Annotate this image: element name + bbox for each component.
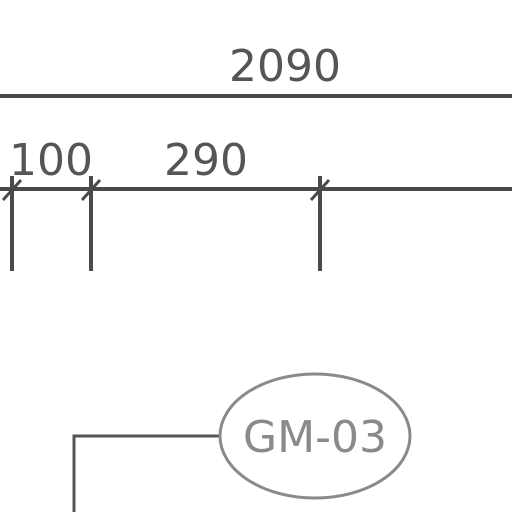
tag-label: GM-03 — [243, 412, 387, 463]
tag-callout: GM-03 — [72, 372, 412, 512]
segment-dimension: 100 290 — [0, 135, 512, 271]
overall-dimension: 2090 — [0, 41, 512, 98]
overall-dimension-label: 2090 — [229, 41, 341, 92]
tick-mark-3 — [309, 178, 331, 202]
tag-bubble — [218, 372, 412, 500]
leader-line — [72, 434, 220, 512]
segment-label-100: 100 — [9, 135, 93, 186]
segment-label-290: 290 — [164, 135, 248, 186]
tick-mark-2 — [80, 178, 102, 202]
tick-mark-1 — [1, 178, 23, 202]
